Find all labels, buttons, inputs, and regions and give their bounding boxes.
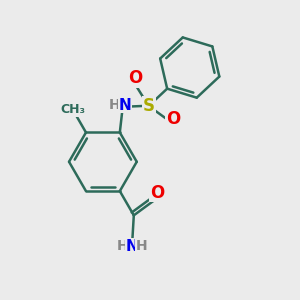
Text: H: H	[135, 239, 147, 253]
Text: S: S	[143, 97, 155, 115]
Text: O: O	[128, 69, 142, 87]
Text: N: N	[126, 239, 139, 254]
Text: N: N	[119, 98, 131, 112]
Text: H: H	[109, 98, 120, 112]
Text: H: H	[117, 239, 129, 253]
Text: O: O	[150, 184, 164, 202]
Text: CH₃: CH₃	[61, 103, 85, 116]
Text: O: O	[166, 110, 181, 128]
